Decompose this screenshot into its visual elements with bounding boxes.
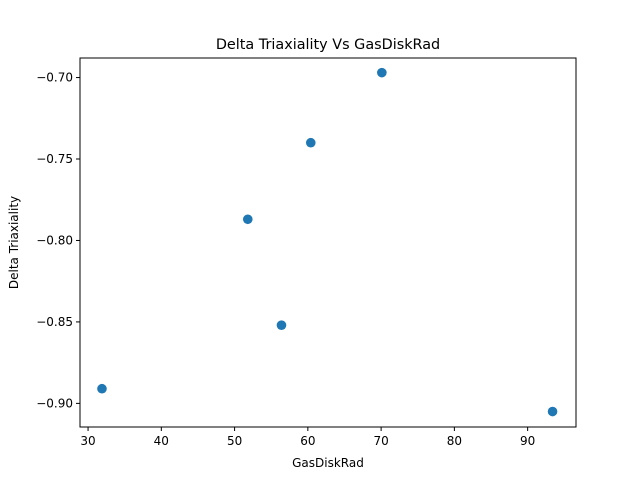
data-point bbox=[97, 383, 107, 394]
x-tick-label: 30 bbox=[80, 434, 95, 448]
x-axis-label: GasDiskRad bbox=[292, 456, 364, 470]
x-tick-label: 90 bbox=[520, 434, 535, 448]
data-point bbox=[305, 137, 316, 148]
y-tick-label: −0.80 bbox=[36, 233, 73, 247]
data-point bbox=[547, 406, 558, 417]
y-tick-label: −0.90 bbox=[36, 396, 73, 410]
axes-frame bbox=[79, 57, 577, 428]
data-point bbox=[276, 320, 287, 330]
y-tick-label: −0.85 bbox=[36, 315, 73, 329]
chart-title: Delta Triaxiality Vs GasDiskRad bbox=[216, 37, 440, 53]
plot-area bbox=[97, 67, 558, 417]
x-tick-label: 50 bbox=[227, 434, 242, 448]
x-tick-label: 60 bbox=[300, 434, 315, 448]
x-tick-label: 40 bbox=[154, 434, 169, 448]
y-axis: −0.90 −0.85 −0.80 −0.75 −0.70 bbox=[36, 71, 80, 410]
y-tick-label: −0.70 bbox=[36, 71, 73, 85]
data-point bbox=[377, 67, 387, 78]
x-tick-label: 70 bbox=[373, 434, 388, 448]
data-point bbox=[242, 214, 253, 225]
x-axis: 30 40 50 60 70 80 90 bbox=[80, 427, 535, 448]
y-tick-label: −0.75 bbox=[36, 152, 73, 166]
x-tick-label: 80 bbox=[447, 434, 462, 448]
y-axis-label: Delta Triaxiality bbox=[7, 196, 21, 289]
